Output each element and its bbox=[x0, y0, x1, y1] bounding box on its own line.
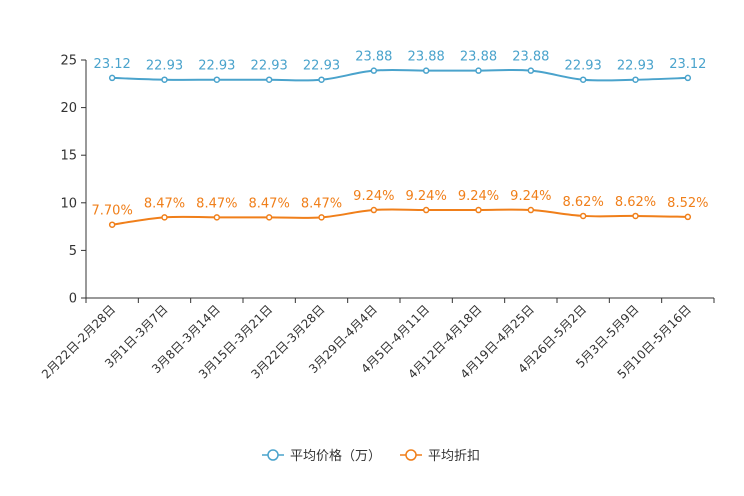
data-label: 22.93 bbox=[617, 59, 654, 74]
data-point bbox=[370, 67, 378, 74]
data-label: 9.24% bbox=[458, 189, 499, 204]
data-label: 22.93 bbox=[146, 59, 183, 74]
data-point bbox=[475, 206, 482, 214]
data-point bbox=[161, 214, 168, 221]
data-point bbox=[318, 214, 325, 221]
data-point bbox=[527, 206, 535, 214]
data-point bbox=[161, 76, 168, 83]
data-point bbox=[265, 76, 273, 83]
x-axis-labels: 2月22日-2月28日3月1日-3月7日3月8日-3月14日3月15日-3月21… bbox=[39, 302, 694, 381]
data-point bbox=[108, 221, 116, 228]
data-point bbox=[422, 206, 430, 214]
y-tick-label: 0 bbox=[69, 292, 77, 307]
data-label: 7.70% bbox=[92, 204, 133, 219]
data-point bbox=[370, 206, 378, 214]
data-point bbox=[527, 67, 535, 74]
data-point bbox=[579, 212, 587, 220]
data-label: 8.47% bbox=[144, 196, 185, 211]
data-point bbox=[108, 74, 116, 82]
data-point bbox=[213, 76, 221, 83]
series-line-0 bbox=[112, 68, 688, 82]
data-labels: 23.12 22.93 22.93 22.93 22.93 23.88 23.88 23.88… bbox=[92, 50, 709, 219]
y-axis-ticks: 0 5 10 15 20 25 bbox=[60, 54, 86, 307]
x-tick-label: 2月22日-2月28日 bbox=[39, 302, 118, 381]
data-label: 8.47% bbox=[249, 196, 290, 211]
data-label: 22.93 bbox=[251, 59, 288, 74]
data-label: 9.24% bbox=[353, 189, 394, 204]
data-label: 23.12 bbox=[94, 57, 131, 72]
data-point bbox=[632, 76, 639, 83]
data-label: 9.24% bbox=[406, 189, 447, 204]
legend-marker-icon bbox=[267, 449, 279, 461]
series-lines bbox=[108, 67, 692, 228]
data-label: 23.88 bbox=[355, 50, 392, 65]
data-point bbox=[213, 214, 221, 221]
data-point bbox=[684, 213, 692, 221]
data-label: 8.62% bbox=[563, 195, 604, 210]
data-label: 23.88 bbox=[460, 50, 497, 65]
y-tick-label: 15 bbox=[60, 149, 77, 164]
data-label: 22.93 bbox=[198, 59, 235, 74]
data-label: 8.62% bbox=[615, 195, 656, 210]
data-point bbox=[422, 67, 430, 74]
legend: 平均价格（万） 平均折扣 bbox=[262, 448, 480, 464]
axes bbox=[85, 60, 715, 303]
data-label: 23.12 bbox=[669, 57, 706, 72]
data-label: 23.88 bbox=[408, 50, 445, 65]
y-tick-label: 25 bbox=[60, 54, 77, 69]
data-point bbox=[475, 67, 482, 74]
data-point bbox=[579, 76, 587, 83]
series-line-1 bbox=[112, 208, 688, 226]
data-point bbox=[265, 214, 273, 221]
data-point bbox=[632, 212, 639, 220]
data-label: 22.93 bbox=[565, 59, 602, 74]
data-label: 22.93 bbox=[303, 59, 340, 74]
data-label: 8.47% bbox=[301, 196, 342, 211]
data-point bbox=[684, 74, 692, 82]
data-point bbox=[318, 76, 325, 83]
legend-label: 平均折扣 bbox=[428, 449, 480, 464]
data-label: 8.47% bbox=[196, 196, 237, 211]
y-tick-label: 20 bbox=[60, 101, 77, 116]
legend-marker-icon bbox=[405, 449, 417, 461]
data-label: 23.88 bbox=[512, 50, 549, 65]
data-label: 8.52% bbox=[667, 196, 708, 211]
legend-label: 平均价格（万） bbox=[290, 448, 381, 464]
y-tick-label: 5 bbox=[69, 244, 77, 259]
y-tick-label: 10 bbox=[60, 196, 77, 211]
data-label: 9.24% bbox=[510, 189, 551, 204]
